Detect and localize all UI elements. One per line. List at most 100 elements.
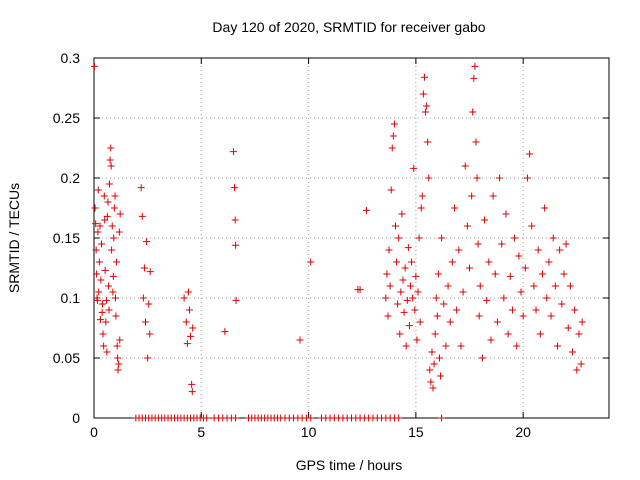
data-point	[391, 222, 399, 230]
data-point	[96, 222, 104, 230]
data-point	[461, 162, 469, 170]
data-point	[183, 340, 191, 348]
data-point	[110, 204, 118, 212]
data-point	[99, 300, 107, 308]
data-point	[418, 192, 426, 200]
data-point	[231, 216, 239, 224]
data-point	[496, 174, 504, 182]
y-tick-label: 0.3	[61, 50, 81, 66]
data-point	[307, 258, 315, 266]
data-point	[504, 330, 512, 338]
data-point	[94, 186, 102, 194]
x-tick-label: 10	[301, 424, 317, 440]
data-point	[93, 270, 101, 278]
data-point	[528, 222, 536, 230]
data-point	[410, 164, 418, 172]
data-point	[103, 348, 111, 356]
y-tick-label: 0.25	[53, 110, 80, 126]
data-point	[444, 282, 452, 290]
data-point	[296, 336, 304, 344]
gridlines	[94, 58, 609, 418]
data-point	[394, 300, 402, 308]
data-point	[113, 342, 121, 350]
axis-ticks: 0 5 10 15 20 0 0.05 0.1 0.15 0.2 0.25 0.3	[53, 50, 609, 440]
data-point	[100, 342, 108, 350]
data-point	[101, 266, 109, 274]
data-point	[229, 148, 237, 156]
y-tick-label: 0.1	[61, 290, 81, 306]
data-point	[138, 212, 146, 220]
data-point	[390, 120, 398, 128]
data-point	[475, 312, 483, 320]
data-point	[104, 198, 112, 206]
data-point	[517, 288, 525, 296]
data-point	[407, 282, 415, 290]
data-point	[144, 354, 152, 362]
data-point	[521, 264, 529, 272]
data-point	[417, 204, 425, 212]
data-point	[511, 234, 519, 242]
data-point	[106, 156, 114, 164]
data-point	[105, 282, 113, 290]
data-point	[463, 222, 471, 230]
y-tick-label: 0.15	[53, 230, 80, 246]
data-point	[416, 318, 424, 326]
data-points	[90, 62, 586, 422]
data-point	[532, 306, 540, 314]
data-point	[116, 336, 124, 344]
data-point	[513, 342, 521, 350]
y-tick-label: 0.05	[53, 350, 80, 366]
data-point	[530, 282, 538, 290]
data-point	[307, 414, 315, 422]
data-point	[434, 270, 442, 278]
data-point	[502, 210, 510, 218]
data-point	[107, 162, 115, 170]
data-point	[405, 322, 413, 330]
data-point	[519, 312, 527, 320]
data-point	[356, 286, 364, 294]
data-point	[541, 204, 549, 212]
data-point	[432, 294, 440, 302]
data-point	[412, 272, 420, 280]
y-axis-label: SRMTID / TECUs	[6, 183, 22, 293]
data-point	[491, 270, 499, 278]
data-point	[440, 300, 448, 308]
data-point	[470, 74, 478, 82]
data-point	[384, 312, 392, 320]
data-point	[564, 324, 572, 332]
data-point	[221, 328, 229, 336]
data-point	[387, 186, 395, 194]
data-point	[428, 348, 436, 356]
data-point	[389, 132, 397, 140]
data-point	[562, 240, 570, 248]
data-point	[108, 222, 116, 230]
chart-title: Day 120 of 2020, SRMTID for receiver gab…	[212, 19, 485, 35]
y-tick-label: 0	[72, 410, 80, 426]
data-point	[105, 180, 113, 188]
data-point	[473, 174, 481, 182]
data-point	[545, 258, 553, 266]
data-point	[404, 244, 412, 252]
data-point	[415, 234, 423, 242]
data-point	[578, 318, 586, 326]
data-point	[506, 272, 514, 280]
data-point	[90, 62, 98, 70]
data-point	[98, 308, 106, 316]
data-point	[109, 272, 117, 280]
data-point	[188, 380, 196, 388]
data-point	[569, 348, 577, 356]
data-point	[116, 210, 124, 218]
data-point	[483, 296, 491, 304]
data-point	[426, 366, 434, 374]
data-point	[393, 258, 401, 266]
data-point	[556, 246, 564, 254]
data-point	[478, 354, 486, 362]
data-point	[101, 216, 109, 224]
data-point	[437, 372, 445, 380]
data-point	[107, 144, 115, 152]
data-point	[97, 276, 105, 284]
data-point	[114, 354, 122, 362]
data-point	[474, 240, 482, 248]
x-tick-label: 20	[515, 424, 531, 440]
data-point	[453, 306, 461, 314]
